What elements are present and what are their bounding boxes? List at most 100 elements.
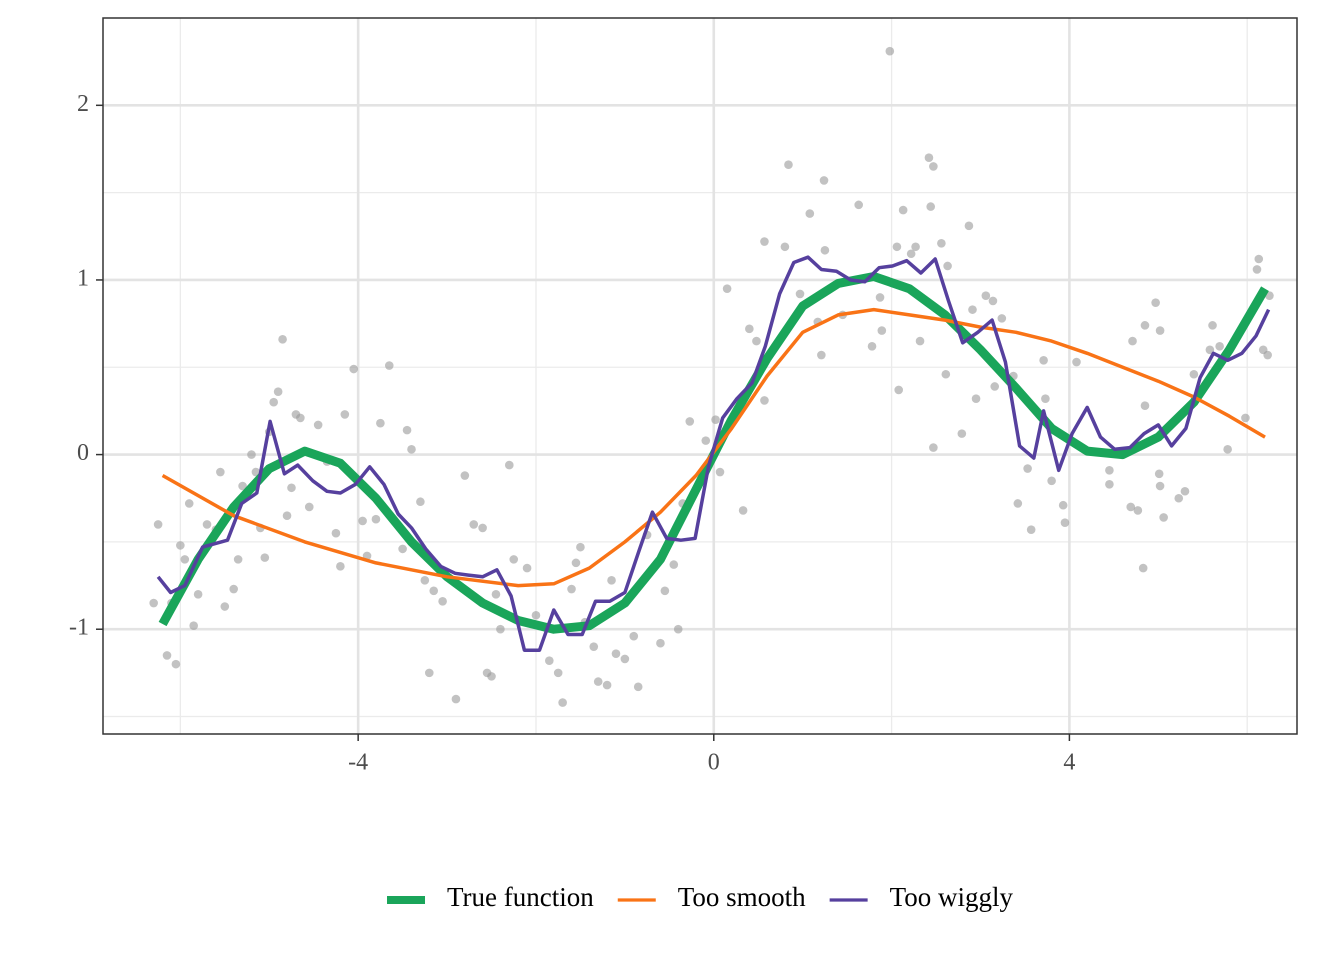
data-point bbox=[1058, 500, 1068, 510]
data-point bbox=[304, 502, 314, 512]
data-point bbox=[607, 576, 616, 585]
data-point bbox=[1128, 336, 1137, 346]
data-point bbox=[1072, 357, 1081, 367]
data-point bbox=[1252, 265, 1262, 274]
data-point bbox=[1263, 350, 1272, 360]
data-point bbox=[273, 387, 283, 397]
data-point bbox=[478, 523, 487, 533]
data-point bbox=[376, 418, 385, 428]
data-point bbox=[941, 369, 951, 379]
data-point bbox=[487, 672, 496, 681]
data-point bbox=[722, 284, 732, 293]
data-point bbox=[402, 425, 412, 435]
data-point bbox=[278, 335, 287, 344]
data-point bbox=[867, 342, 877, 351]
data-point bbox=[854, 200, 863, 210]
data-point bbox=[1039, 355, 1048, 365]
data-point bbox=[1215, 342, 1224, 351]
data-point bbox=[971, 394, 981, 404]
data-point bbox=[1047, 476, 1056, 486]
data-point bbox=[571, 558, 581, 568]
plot-frame bbox=[102, 17, 1298, 735]
data-point bbox=[429, 586, 439, 596]
data-point bbox=[202, 520, 212, 529]
data-point bbox=[875, 293, 885, 302]
data-point bbox=[1151, 298, 1160, 307]
data-point bbox=[416, 497, 425, 507]
data-point bbox=[220, 602, 230, 611]
data-point bbox=[1241, 413, 1250, 423]
data-point bbox=[331, 528, 341, 538]
data-point bbox=[715, 467, 725, 477]
data-point bbox=[522, 563, 532, 573]
data-point bbox=[216, 467, 225, 477]
data-point bbox=[567, 584, 576, 594]
data-point bbox=[1023, 464, 1032, 473]
data-point bbox=[438, 596, 447, 606]
data-point bbox=[229, 584, 238, 594]
data-point bbox=[247, 450, 256, 459]
data-point bbox=[620, 654, 630, 664]
data-point bbox=[1223, 445, 1232, 454]
data-point bbox=[189, 621, 198, 631]
data-point bbox=[282, 511, 292, 521]
data-point bbox=[906, 249, 916, 259]
x-tick-label: 0 bbox=[708, 750, 720, 776]
data-point bbox=[238, 481, 247, 491]
data-point bbox=[269, 397, 278, 407]
data-point bbox=[924, 153, 934, 163]
data-point bbox=[780, 242, 790, 252]
data-point bbox=[184, 499, 194, 508]
data-point bbox=[545, 656, 554, 665]
data-point bbox=[296, 413, 305, 423]
legend-label: Too smooth bbox=[678, 882, 806, 912]
data-point bbox=[1155, 481, 1165, 491]
x-tick-label: 4 bbox=[1063, 750, 1075, 776]
data-point bbox=[964, 221, 974, 231]
data-point bbox=[1105, 466, 1114, 475]
data-point bbox=[1133, 506, 1143, 515]
data-point bbox=[898, 205, 908, 215]
data-point bbox=[752, 336, 761, 346]
data-point bbox=[558, 698, 567, 707]
data-point bbox=[496, 624, 505, 634]
data-point bbox=[1205, 345, 1215, 355]
x-tick-label: -4 bbox=[348, 750, 368, 776]
data-point bbox=[1041, 394, 1050, 404]
data-point bbox=[968, 305, 977, 314]
data-point bbox=[711, 415, 720, 424]
data-point bbox=[784, 160, 793, 169]
legend-label: True function bbox=[447, 882, 594, 912]
y-tick-label: -1 bbox=[69, 615, 89, 641]
data-point bbox=[805, 209, 815, 218]
data-point bbox=[926, 202, 936, 211]
legend-label: Too wiggly bbox=[890, 882, 1014, 912]
data-point bbox=[629, 631, 639, 641]
data-point bbox=[1155, 326, 1165, 335]
data-point bbox=[180, 555, 190, 564]
data-point bbox=[1138, 563, 1148, 573]
data-point bbox=[981, 291, 991, 300]
data-point bbox=[911, 242, 920, 252]
data-point bbox=[1060, 518, 1070, 527]
series-line bbox=[161, 307, 1266, 588]
data-point bbox=[553, 668, 563, 678]
data-point bbox=[340, 410, 350, 419]
data-point bbox=[576, 542, 585, 552]
data-point bbox=[892, 242, 902, 252]
data-point bbox=[633, 682, 643, 692]
data-point bbox=[701, 436, 711, 445]
data-point bbox=[287, 483, 296, 493]
data-point bbox=[1026, 525, 1036, 534]
data-point bbox=[988, 296, 998, 306]
data-point bbox=[745, 324, 754, 334]
data-point bbox=[1159, 513, 1168, 522]
y-tick-label: 0 bbox=[77, 440, 89, 466]
data-point bbox=[460, 471, 470, 480]
data-point bbox=[943, 261, 952, 271]
data-point bbox=[685, 417, 695, 426]
data-point bbox=[193, 589, 203, 599]
data-point bbox=[1105, 479, 1114, 489]
